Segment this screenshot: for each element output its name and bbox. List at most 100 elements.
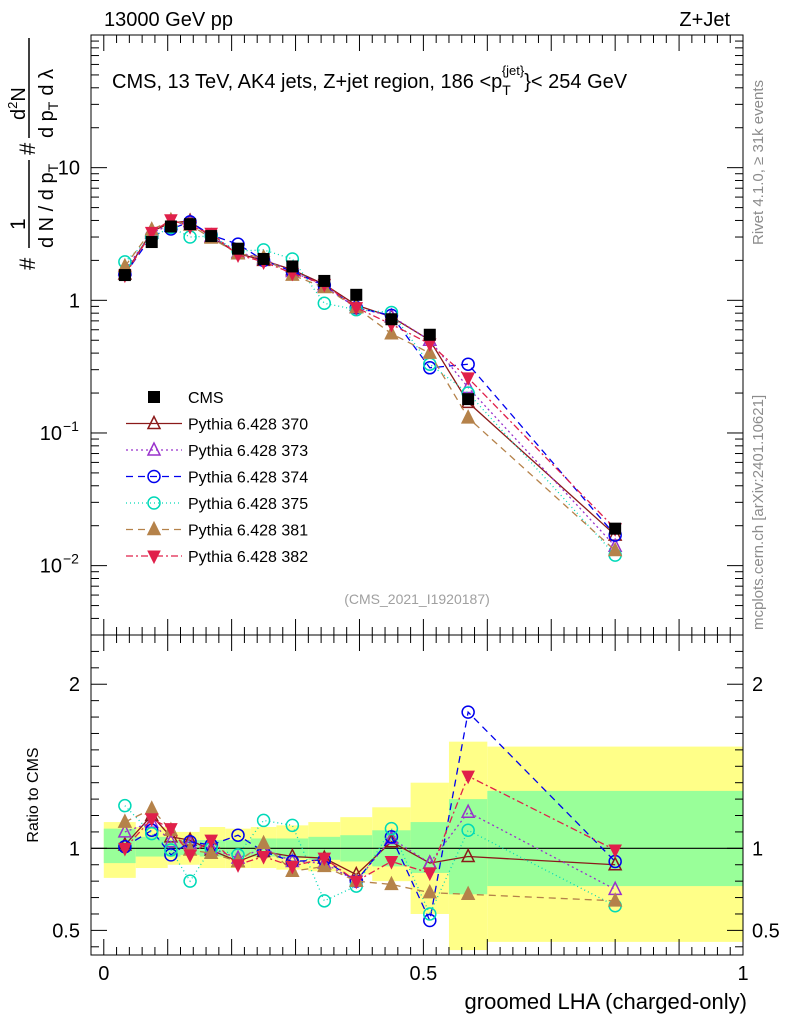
uncertainty-band-inner bbox=[448, 799, 488, 895]
ratio-point bbox=[164, 848, 178, 862]
data-point bbox=[145, 236, 158, 249]
ratio-y-tick-label-left: 1 bbox=[69, 838, 80, 860]
data-point bbox=[232, 242, 245, 255]
data-point bbox=[385, 313, 398, 326]
ratio-point bbox=[144, 826, 159, 841]
ratio-point bbox=[285, 860, 300, 875]
x-tick-label: 0.5 bbox=[409, 963, 437, 985]
y-tick-exponent: −1 bbox=[63, 418, 79, 434]
data-point bbox=[462, 393, 475, 406]
data-point bbox=[461, 372, 475, 387]
ratio-point bbox=[164, 843, 178, 857]
ratio-point bbox=[607, 892, 623, 907]
data-point bbox=[460, 378, 476, 394]
ratio-point bbox=[422, 867, 437, 882]
header-left: 13000 GeV pp bbox=[104, 9, 233, 31]
data-point bbox=[384, 325, 399, 340]
data-point bbox=[257, 252, 270, 265]
ratio-point bbox=[317, 852, 332, 867]
ratio-point bbox=[117, 823, 133, 838]
ratio-point bbox=[423, 907, 437, 921]
svg-text:1: 1 bbox=[7, 218, 30, 230]
ratio-point bbox=[460, 847, 476, 863]
data-point bbox=[607, 541, 623, 557]
svg-text:#: # bbox=[15, 142, 40, 155]
data-point bbox=[144, 226, 159, 241]
ratio-point bbox=[384, 855, 399, 870]
ratio-point bbox=[285, 818, 300, 833]
y-tick-label: 10 bbox=[40, 423, 62, 445]
x-tick-label: 0 bbox=[98, 963, 109, 985]
data-point bbox=[423, 361, 437, 375]
ratio-ylabel: Ratio to CMS bbox=[25, 747, 42, 842]
main-series bbox=[117, 211, 623, 562]
ratio-point bbox=[256, 851, 271, 865]
ratio-plot: 0 0.5 10.5 0.51 12 2 bbox=[52, 634, 780, 985]
ratio-point bbox=[423, 913, 437, 928]
legend-marker bbox=[147, 469, 161, 484]
ratio-point bbox=[384, 821, 399, 836]
ratio-point bbox=[231, 859, 245, 873]
ratio-ticks: 0 0.5 10.5 0.51 12 2 bbox=[52, 634, 780, 985]
main-plot-frame bbox=[90, 34, 744, 636]
data-point bbox=[461, 357, 475, 371]
legend: CMS Pythia 6.428 370 Pythia 6.428 373 Pythi… bbox=[126, 390, 308, 566]
uncertainty-band-inner bbox=[487, 790, 743, 887]
ratio-point bbox=[231, 828, 245, 842]
data-point bbox=[349, 302, 364, 316]
legend-label: Pythia 6.428 381 bbox=[188, 523, 308, 540]
ratio-point bbox=[118, 842, 132, 857]
data-point bbox=[318, 274, 331, 287]
ratio-point bbox=[461, 705, 475, 719]
ratio-y-tick-label-left: 2 bbox=[69, 674, 80, 696]
ratio-point bbox=[607, 856, 623, 871]
header-right: Z+Jet bbox=[679, 9, 730, 31]
data-point bbox=[164, 220, 177, 233]
ratio-point bbox=[461, 770, 475, 785]
legend-marker bbox=[146, 414, 162, 430]
main-title: CMS, 13 TeV, AK4 jets, Z+jet region, 186… bbox=[112, 63, 628, 98]
data-point bbox=[317, 296, 332, 311]
ratio-plot-frame bbox=[90, 634, 744, 956]
legend-label: Pythia 6.428 375 bbox=[188, 496, 308, 513]
svg-text:#: # bbox=[15, 257, 40, 270]
ratio-point bbox=[144, 813, 159, 827]
ratio-point bbox=[118, 798, 132, 813]
series-line bbox=[124, 226, 616, 556]
x-axis-label: groomed LHA (charged-only) bbox=[465, 989, 747, 1014]
data-point bbox=[184, 218, 197, 231]
uncertainty-band-inner bbox=[135, 836, 168, 857]
ratio-point bbox=[384, 875, 399, 891]
ratio-point bbox=[203, 844, 219, 860]
ratio-point bbox=[317, 894, 332, 908]
analysis-label: (CMS_2021_I1920187) bbox=[344, 591, 490, 607]
ratio-point bbox=[608, 844, 622, 859]
data-point bbox=[118, 269, 131, 282]
legend-marker bbox=[146, 520, 162, 536]
ratio-series-pythia-6-428-382 bbox=[118, 770, 622, 890]
legend-label: Pythia 6.428 370 bbox=[188, 417, 308, 434]
main-ylabel: # 1 d N / d pT # d2N d pTd λ bbox=[5, 38, 61, 270]
ratio-series-line bbox=[124, 811, 616, 890]
ratio-point bbox=[117, 813, 133, 828]
ratio-point bbox=[460, 803, 476, 818]
legend-label: Pythia 6.428 373 bbox=[188, 443, 308, 460]
y-tick-label: 10 bbox=[58, 158, 80, 180]
ratio-point bbox=[461, 823, 475, 838]
ratio-point bbox=[422, 883, 437, 899]
data-point bbox=[460, 409, 476, 424]
ratio-point bbox=[256, 813, 271, 828]
ratio-point bbox=[460, 885, 476, 901]
side-label-top: Rivet 4.1.0, ≥ 31k events bbox=[750, 80, 767, 245]
ratio-point bbox=[164, 823, 178, 837]
series-cms bbox=[118, 218, 622, 535]
ratio-point bbox=[183, 874, 197, 888]
svg-text:d pTd λ: d pTd λ bbox=[36, 69, 61, 138]
legend-marker bbox=[146, 441, 162, 456]
ratio-series-line bbox=[124, 775, 616, 882]
y-tick-label: 1 bbox=[69, 290, 80, 312]
legend-label: CMS bbox=[188, 390, 224, 407]
